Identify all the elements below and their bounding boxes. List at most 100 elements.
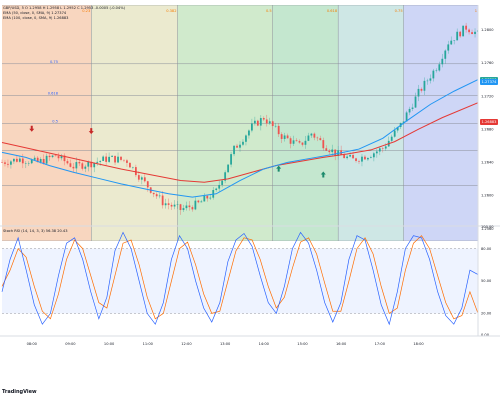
stoch-tick-label: 100.00 xyxy=(481,225,494,229)
candle-body xyxy=(253,120,256,124)
time-tick-label: 12:00 xyxy=(181,342,192,346)
stoch-rsi-axis: 100.00 80.00 50.00 20.00 0.00 xyxy=(481,225,494,337)
candle-body xyxy=(375,151,378,154)
candle-body xyxy=(402,121,405,123)
candle-body xyxy=(417,88,420,97)
stoch-rsi-band-fill xyxy=(2,248,478,314)
candle-body xyxy=(343,154,346,159)
candle-body xyxy=(134,167,137,176)
candle-body xyxy=(381,148,384,149)
time-tick-label: 13:00 xyxy=(220,342,231,346)
candle-body xyxy=(24,163,27,164)
candle-body xyxy=(102,156,105,161)
candle-body xyxy=(129,162,131,168)
candle-body xyxy=(200,201,203,203)
time-axis: 08:00 09:00 10:00 11:00 12:00 13:00 14:00 15:00… xyxy=(27,342,425,346)
candle-body xyxy=(322,140,325,149)
candle-body xyxy=(372,153,375,158)
candle-body xyxy=(15,158,18,162)
candle-body xyxy=(310,133,313,136)
candle-body xyxy=(390,136,393,141)
buy-arrow-icon xyxy=(320,171,326,178)
candle-body xyxy=(132,167,134,168)
stoch-tick-label: 0.00 xyxy=(481,333,490,337)
candle-body xyxy=(120,156,122,160)
candle-body xyxy=(72,166,75,169)
time-tick-label: 17:00 xyxy=(375,342,386,346)
candle-body xyxy=(245,135,247,142)
candle-body xyxy=(319,138,322,141)
ema-100-price-label: 1.26883 xyxy=(480,119,498,126)
candle-body xyxy=(307,135,310,141)
price-tick-label: 1.2640 xyxy=(481,161,494,165)
candle-body xyxy=(188,205,191,208)
candle-body xyxy=(236,145,238,148)
candle-body xyxy=(170,204,173,207)
stoch-tick-label: 80.00 xyxy=(481,247,492,251)
candle-body xyxy=(393,130,396,137)
candle-body xyxy=(45,155,48,164)
candle-body xyxy=(176,204,179,205)
stoch-rsi-d-line xyxy=(1,235,478,320)
candle-body xyxy=(268,121,271,124)
candle-body xyxy=(355,158,357,161)
candle-body xyxy=(271,121,274,127)
ema-50-price-label: 1.27374 xyxy=(480,78,498,85)
candle-body xyxy=(414,96,417,108)
ema-100-line xyxy=(1,102,478,183)
candle-body xyxy=(63,155,66,162)
candle-body xyxy=(209,197,212,199)
candle-body xyxy=(242,141,244,145)
candle-body xyxy=(90,161,93,168)
fib-zone xyxy=(91,5,178,241)
candle-body xyxy=(465,25,467,30)
candle-body xyxy=(367,157,369,160)
candle-body xyxy=(221,180,224,185)
candle-body xyxy=(405,112,408,122)
price-tick-label: 1.2760 xyxy=(481,61,494,65)
stoch-rsi-band xyxy=(2,248,478,314)
candle-body xyxy=(69,163,72,167)
fib-top-label: 0.75 xyxy=(395,9,403,13)
price-axis: 1.2800 1.2760 1.2720 1.2680 1.2640 1.2600 1.25… xyxy=(481,28,494,231)
candle-body xyxy=(33,157,36,160)
candle-body xyxy=(66,161,69,164)
ema-100-legend: EMA (100, close, 0, SMA, 9) 1.26883 xyxy=(3,16,69,20)
ema-50-legend: EMA (50, close, 0, SMA, 9) 1.27374 xyxy=(3,11,67,15)
candle-body xyxy=(185,205,188,209)
candle-body xyxy=(361,156,363,162)
candle-body xyxy=(143,177,146,182)
candle-body xyxy=(438,64,441,71)
time-tick-label: 11:00 xyxy=(143,342,154,346)
candle-body xyxy=(123,159,125,161)
fib-left-label: 0.5 xyxy=(52,119,58,123)
candle-body xyxy=(450,40,453,45)
candle-body xyxy=(96,161,99,163)
fib-top-label: 0.618 xyxy=(327,9,338,13)
fib-top-label: 0.23 xyxy=(82,9,90,13)
candle-body xyxy=(194,200,197,210)
candle-body xyxy=(277,125,280,135)
candle-body xyxy=(396,127,399,131)
candle-body xyxy=(364,156,366,160)
fib-zone xyxy=(177,5,273,241)
candle-body xyxy=(137,175,140,180)
candle-body xyxy=(429,78,432,81)
candle-body xyxy=(453,40,456,41)
time-tick-label: 10:00 xyxy=(104,342,115,346)
candle-body xyxy=(30,159,33,164)
candle-body xyxy=(233,145,235,155)
candle-body xyxy=(197,200,200,203)
candle-body xyxy=(218,184,221,189)
candle-body xyxy=(352,155,354,159)
candle-body xyxy=(1,162,3,163)
candle-body xyxy=(471,32,473,35)
candle-body xyxy=(298,141,301,143)
candle-body xyxy=(126,160,128,163)
candle-body xyxy=(42,158,45,164)
candle-body xyxy=(441,58,444,65)
fibonacci-level-labels: 0.23 0.382 0.5 0.618 0.75 1 0.75 0.618 0.5 xyxy=(48,9,477,123)
stoch-tick-label: 50.00 xyxy=(481,279,492,283)
candle-body xyxy=(10,161,12,165)
